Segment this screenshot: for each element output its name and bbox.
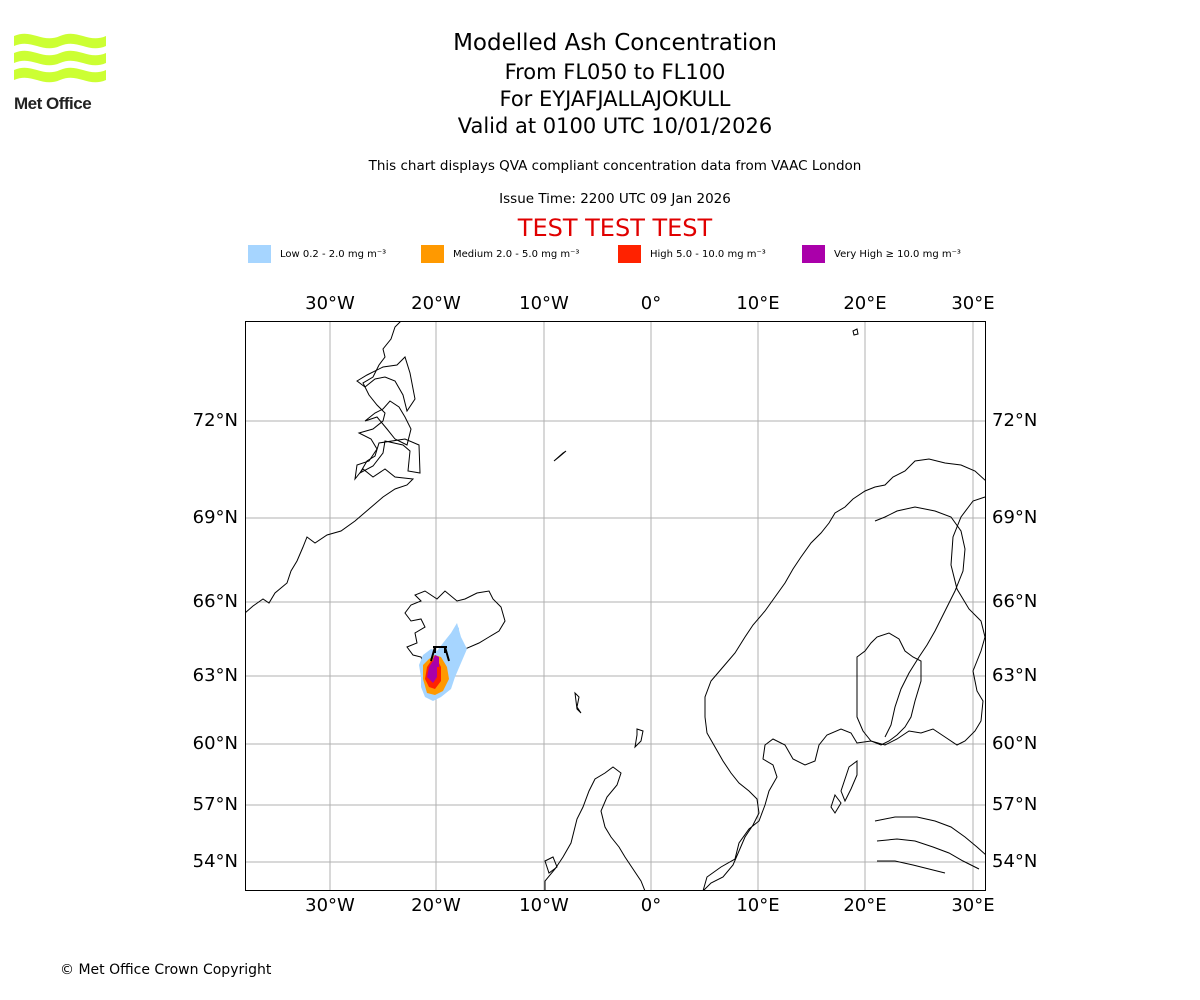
logo-text: Met Office bbox=[14, 94, 92, 113]
lon-tick-bottom: 0° bbox=[640, 895, 662, 916]
legend-item-low: Low 0.2 - 2.0 mg m⁻³ bbox=[248, 244, 386, 264]
coastlines bbox=[245, 321, 986, 891]
lat-tick-left: 63°N bbox=[192, 665, 238, 686]
lon-tick-bottom: 20°W bbox=[411, 895, 461, 916]
legend-item-very-high: Very High ≥ 10.0 mg m⁻³ bbox=[802, 244, 961, 264]
lon-tick-top: 30°E bbox=[951, 293, 995, 314]
title-block: Modelled Ash Concentration From FL050 to… bbox=[315, 28, 915, 140]
legend-label-medium: Medium 2.0 - 5.0 mg m⁻³ bbox=[453, 248, 580, 260]
flight-level-range: From FL050 to FL100 bbox=[504, 60, 726, 84]
ash-plume bbox=[419, 623, 467, 701]
test-banner: TEST TEST TEST bbox=[517, 214, 713, 242]
copyright-notice: © Met Office Crown Copyright bbox=[60, 962, 272, 978]
volcano-marker bbox=[430, 646, 450, 662]
scandinavia-coast bbox=[702, 458, 986, 891]
uk-coast bbox=[544, 766, 646, 891]
valid-time: Valid at 0100 UTC 10/01/2026 bbox=[457, 114, 773, 138]
issue-time: Issue Time: 2200 UTC 09 Jan 2026 bbox=[499, 191, 731, 207]
legend-label-very-high: Very High ≥ 10.0 mg m⁻³ bbox=[834, 248, 961, 260]
legend-label-low: Low 0.2 - 2.0 mg m⁻³ bbox=[280, 248, 387, 260]
description-text: This chart displays QVA compliant concen… bbox=[368, 158, 862, 174]
greenland-coast bbox=[245, 321, 415, 614]
lon-tick-top: 10°W bbox=[519, 293, 569, 314]
lat-tick-right: 72°N bbox=[992, 410, 1038, 431]
met-office-waves-icon bbox=[14, 33, 106, 83]
lon-tick-bottom: 10°E bbox=[736, 895, 780, 916]
ash-very-high bbox=[427, 661, 437, 683]
lon-tick-bottom: 30°E bbox=[951, 895, 995, 916]
lat-tick-right: 63°N bbox=[992, 665, 1038, 686]
lon-tick-bottom: 10°W bbox=[519, 895, 569, 916]
lon-tick-top: 20°E bbox=[843, 293, 887, 314]
lon-tick-bottom: 20°E bbox=[843, 895, 887, 916]
ash-very-high-core bbox=[433, 655, 439, 667]
legend-item-medium: Medium 2.0 - 5.0 mg m⁻³ bbox=[421, 244, 579, 264]
legend-label-high: High 5.0 - 10.0 mg m⁻³ bbox=[650, 248, 766, 260]
lon-tick-top: 20°W bbox=[411, 293, 461, 314]
legend-item-high: High 5.0 - 10.0 mg m⁻³ bbox=[618, 244, 766, 264]
map-frame bbox=[245, 321, 986, 891]
lat-tick-left: 72°N bbox=[192, 410, 238, 431]
ash-map bbox=[245, 321, 986, 891]
legend-swatch-high bbox=[618, 245, 641, 263]
lat-tick-right: 66°N bbox=[992, 591, 1038, 612]
lat-tick-left: 54°N bbox=[192, 851, 238, 872]
lat-tick-left: 60°N bbox=[192, 733, 238, 754]
lon-tick-top: 10°E bbox=[736, 293, 780, 314]
lat-tick-right: 54°N bbox=[992, 851, 1038, 872]
lat-tick-left: 57°N bbox=[192, 794, 238, 815]
volcano-name: For EYJAFJALLAJOKULL bbox=[499, 87, 731, 111]
legend-swatch-very-high bbox=[802, 245, 825, 263]
lat-tick-right: 60°N bbox=[992, 733, 1038, 754]
lon-tick-top: 0° bbox=[640, 293, 662, 314]
ash-low-tail bbox=[451, 627, 459, 655]
chart-title: Modelled Ash Concentration bbox=[453, 30, 777, 56]
lat-tick-left: 66°N bbox=[192, 591, 238, 612]
lat-tick-right: 69°N bbox=[992, 507, 1038, 528]
legend-swatch-low bbox=[248, 245, 271, 263]
legend-swatch-medium bbox=[421, 245, 444, 263]
map-gridlines bbox=[245, 321, 986, 891]
lat-tick-left: 69°N bbox=[192, 507, 238, 528]
lat-tick-right: 57°N bbox=[992, 794, 1038, 815]
met-office-logo: Met Office bbox=[14, 30, 114, 114]
lon-tick-top: 30°W bbox=[305, 293, 355, 314]
lon-tick-bottom: 30°W bbox=[305, 895, 355, 916]
